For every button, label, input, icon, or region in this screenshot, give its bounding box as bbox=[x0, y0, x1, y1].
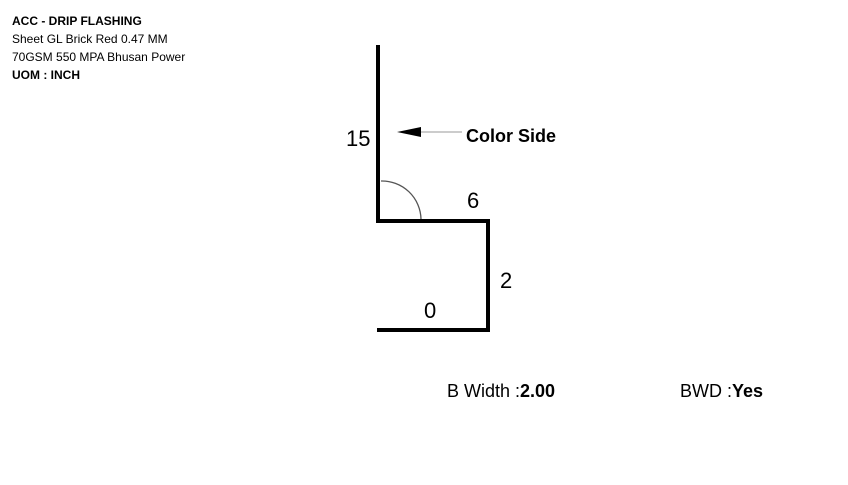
b-width-value: 2.00 bbox=[520, 381, 556, 401]
color-side-label: Color Side bbox=[466, 126, 556, 146]
segment-label-6: 6 bbox=[467, 188, 479, 213]
bwd-label: BWD : bbox=[680, 381, 732, 401]
segment-label-2: 2 bbox=[500, 268, 512, 293]
bwd-field: BWD :Yes bbox=[680, 381, 763, 402]
bwd-value: Yes bbox=[732, 381, 764, 401]
unit-of-measure: UOM : INCH bbox=[12, 68, 80, 82]
angle-arc bbox=[380, 180, 422, 220]
header-info: ACC - DRIP FLASHING Sheet GL Brick Red 0… bbox=[12, 12, 185, 84]
grade-spec: 70GSM 550 MPA Bhusan Power bbox=[12, 50, 186, 64]
segment-label-0: 0 bbox=[424, 298, 436, 323]
material-spec: Sheet GL Brick Red 0.47 MM bbox=[12, 32, 168, 46]
b-width-field: B Width :2.00 bbox=[447, 381, 555, 402]
product-title: ACC - DRIP FLASHING bbox=[12, 14, 142, 28]
profile-outline bbox=[376, 45, 490, 332]
color-side-arrowhead bbox=[397, 127, 421, 137]
segment-label-15: 15 bbox=[346, 126, 370, 151]
b-width-label: B Width : bbox=[447, 381, 521, 401]
